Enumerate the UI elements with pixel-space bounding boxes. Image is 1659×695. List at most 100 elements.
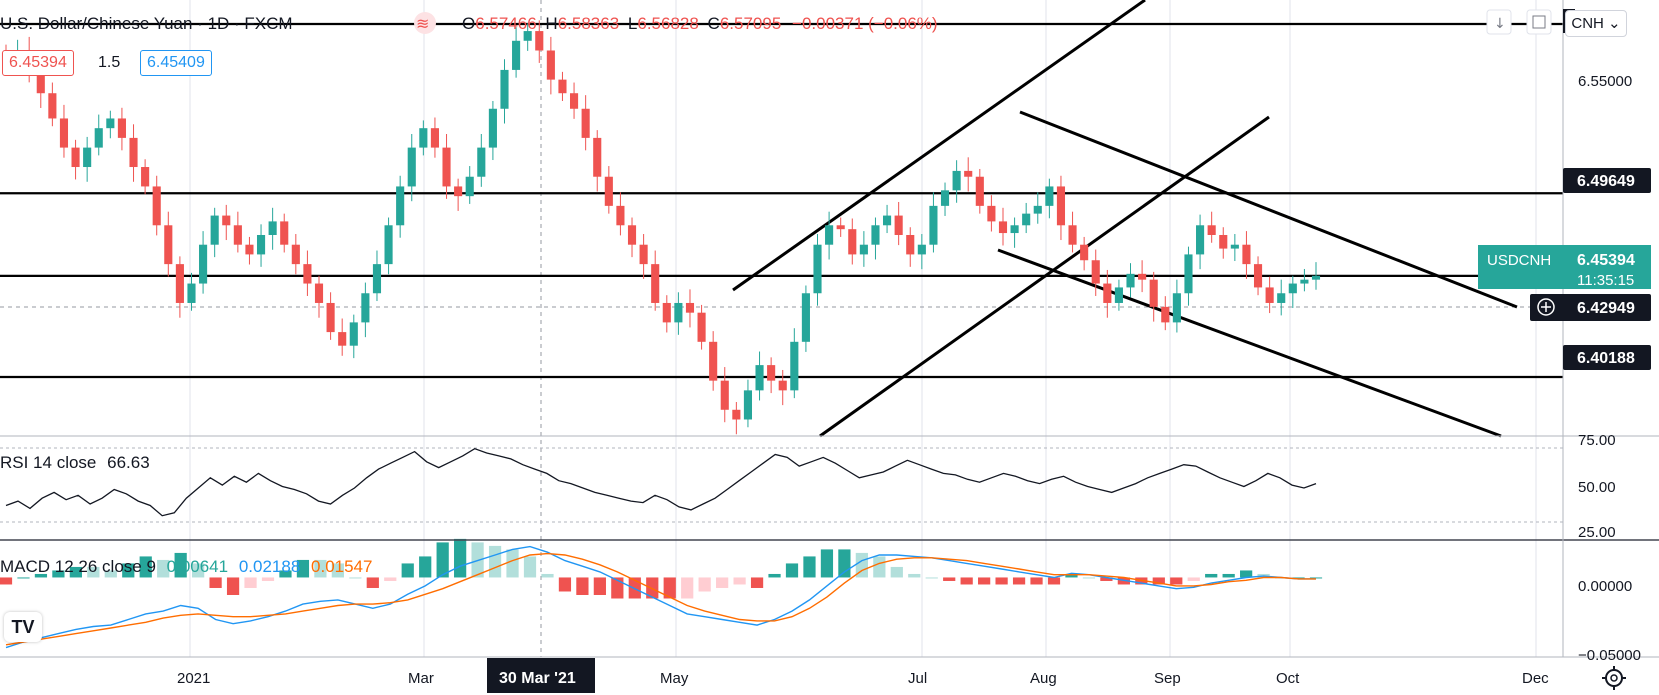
- macd-histogram-bar: [454, 538, 467, 578]
- macd-histogram-bar: [1309, 577, 1323, 579]
- candle-body: [848, 229, 857, 255]
- candle-body: [1311, 275, 1321, 280]
- time-tick: Dec: [1522, 670, 1549, 687]
- candle-body: [245, 244, 254, 255]
- macd-tick: 0.00000: [1578, 578, 1632, 595]
- ask-price-box[interactable]: 6.45409: [140, 50, 212, 76]
- candle-body: [697, 312, 706, 342]
- candle-body: [326, 302, 335, 333]
- macd-histogram-bar: [1012, 577, 1026, 585]
- candle-body: [1010, 225, 1019, 234]
- candle-body: [964, 170, 973, 177]
- candle-body: [883, 215, 892, 226]
- candle-body: [940, 190, 950, 206]
- chart-title[interactable]: U.S. Dollar/Chinese Yuan · 1D · FXCM: [0, 14, 293, 33]
- time-tick: Sep: [1154, 670, 1181, 687]
- rsi-tick: 75.00: [1578, 432, 1616, 449]
- macd-histogram-bar: [349, 577, 362, 579]
- candle-body: [512, 40, 521, 70]
- macd-histogram-bar: [192, 563, 205, 578]
- price-tick: 6.55000: [1578, 73, 1632, 90]
- macd-histogram-bar: [1205, 573, 1218, 578]
- candle-body: [790, 341, 799, 391]
- candle-body: [117, 118, 126, 138]
- candle-body: [349, 322, 358, 346]
- svg-text:6.45394: 6.45394: [1577, 252, 1635, 269]
- candle-body: [720, 380, 729, 410]
- level-label-low: 6.40188: [1563, 345, 1651, 370]
- price-candles: [1, 20, 1321, 435]
- macd-histogram-bar: [1240, 570, 1253, 578]
- signal-line: [5, 552, 1316, 646]
- candle-body: [952, 170, 961, 191]
- macd-histogram-bar: [820, 549, 834, 578]
- time-tick: May: [660, 670, 689, 687]
- tradingview-logo-icon[interactable]: TV: [4, 612, 42, 642]
- candle-body: [187, 283, 196, 303]
- currency-selector[interactable]: CNH ⌄: [1565, 10, 1627, 37]
- macd-histogram-bar: [401, 563, 414, 578]
- macd-histogram-bar: [1082, 577, 1096, 579]
- time-tick: Aug: [1030, 670, 1057, 687]
- candle-body: [199, 244, 208, 284]
- candle-body: [256, 234, 266, 255]
- candle-body: [83, 147, 92, 168]
- down-arrow-icon: [1486, 9, 1512, 35]
- macd-histogram-bar: [1030, 577, 1043, 585]
- candle-body: [1126, 273, 1135, 288]
- time-tick: Mar: [408, 670, 434, 687]
- candle-body: [1207, 225, 1216, 235]
- macd-histogram-bar: [663, 577, 676, 599]
- candle-body: [1149, 279, 1158, 307]
- candle-body: [593, 137, 602, 177]
- macd-histogram-bar: [943, 577, 956, 581]
- macd-histogram-bar: [925, 577, 938, 579]
- candle-body: [709, 341, 718, 381]
- candle-body: [1103, 283, 1112, 303]
- market-closed-icon[interactable]: ≋: [414, 12, 436, 34]
- crosshair-price-label[interactable]: 6.42949: [1530, 294, 1651, 321]
- current-price-label: USDCNH 6.45394 11:35:15: [1478, 245, 1651, 289]
- candle-body: [998, 221, 1008, 234]
- macd-histogram-bar: [17, 577, 30, 579]
- candle-body: [268, 221, 277, 235]
- candle-body: [1080, 244, 1089, 261]
- macd-histogram-bar: [244, 577, 257, 588]
- candle-body: [975, 176, 984, 206]
- header-buttons[interactable]: ↓: [1486, 9, 1552, 35]
- settings-gear-icon[interactable]: [1602, 666, 1626, 690]
- candle-body: [801, 293, 810, 342]
- grid: [0, 0, 1563, 657]
- bid-price-box[interactable]: 6.45394: [2, 50, 74, 76]
- rsi-pane: [5, 447, 1317, 517]
- candle-body: [303, 264, 312, 284]
- candle-body: [233, 225, 242, 245]
- candle-body: [1114, 287, 1123, 303]
- macd-histogram-bar: [1292, 577, 1305, 579]
- rsi-tick: 50.00: [1578, 479, 1616, 496]
- candle-body: [396, 186, 405, 226]
- macd-histogram-bar: [331, 563, 344, 578]
- macd-histogram-bar: [69, 566, 82, 578]
- candle-body: [778, 380, 787, 391]
- macd-histogram-bar: [52, 570, 65, 578]
- trendline-drawings[interactable]: [0, 0, 1563, 438]
- chevron-down-icon: ⌄: [1608, 15, 1621, 32]
- candle-body: [813, 244, 822, 294]
- time-tick: Oct: [1276, 670, 1300, 687]
- rsi-line: [5, 447, 1317, 517]
- rsi-legend[interactable]: RSI 14 close 66.63: [0, 453, 150, 472]
- candle-body: [627, 225, 637, 245]
- macd-histogram-bar: [960, 577, 973, 585]
- candle-body: [825, 225, 834, 245]
- candle-body: [755, 365, 764, 391]
- candle-body: [48, 93, 57, 119]
- macd-histogram-bar: [1065, 573, 1078, 578]
- macd-legend[interactable]: MACD 12 26 close 9 0.00641 0.02188 0.015…: [0, 557, 372, 576]
- macd-histogram-bar: [995, 577, 1008, 585]
- svg-text:↓: ↓: [1494, 16, 1506, 32]
- macd-histogram-bar: [139, 556, 152, 578]
- macd-histogram-bar: [611, 577, 624, 599]
- time-tick: Jul: [908, 670, 927, 687]
